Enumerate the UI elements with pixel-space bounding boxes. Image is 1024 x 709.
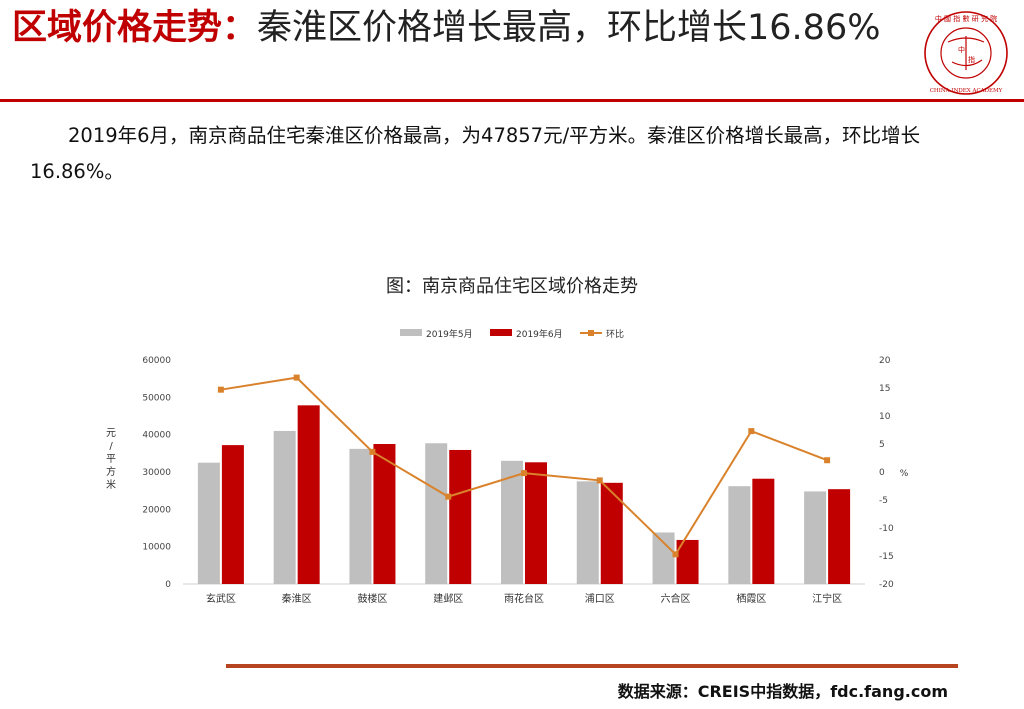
bar-may (425, 443, 448, 584)
chart-title: 图：南京商品住宅区域价格走势 (386, 276, 638, 297)
bar-june (373, 444, 396, 584)
y2-tick-label: 20 (879, 356, 891, 366)
bar-may (652, 532, 675, 584)
x-tick-label: 秦淮区 (282, 592, 312, 605)
y2-tick-label: -15 (879, 552, 894, 562)
mom-change-point (293, 374, 300, 381)
y2-tick-label: 5 (879, 440, 885, 450)
x-tick-label: 雨花台区 (504, 592, 544, 605)
y-axis-label-char: 方 (106, 465, 116, 478)
title-rest: 秦淮区价格增长最高，环比增长16.86% (257, 8, 881, 48)
price-trend-chart: 2019年5月 2019年6月 环比 01000020000300004000050… (106, 328, 909, 605)
x-tick-label: 浦口区 (585, 592, 615, 605)
y-tick-label: 50000 (142, 393, 171, 403)
svg-text:中 國 指 數 研 究 院: 中 國 指 數 研 究 院 (935, 14, 997, 23)
mom-change-point (596, 477, 603, 484)
y-tick-label: 20000 (142, 505, 171, 515)
y2-tick-label: -5 (879, 496, 888, 506)
legend-label: 环比 (606, 328, 624, 340)
svg-text:指: 指 (968, 55, 975, 64)
chart-axes: 0 10000 20000 30000 40000 50000 60000 20 15 10 5 0 -… (106, 356, 909, 605)
y-axis-label-char: 元 (106, 428, 116, 439)
mom-change-point (445, 493, 452, 500)
mom-change-point (521, 470, 527, 477)
y-tick-label: 30000 (142, 468, 171, 478)
chart-line (217, 374, 831, 558)
page-title: 区域价格走势：秦淮区价格增长最高，环比增长16.86% (12, 6, 902, 50)
y-tick-label: 40000 (142, 431, 171, 441)
y-tick-label: 10000 (142, 543, 171, 553)
institute-logo: 中 國 指 數 研 究 院 CHINA INDEX ACADEMY 中 指 (924, 11, 1008, 95)
chart-bars (197, 405, 851, 584)
chart-legend: 2019年5月 2019年6月 环比 (400, 328, 624, 340)
bar-june (600, 482, 623, 584)
bar-may (728, 486, 751, 584)
bar-june (449, 449, 472, 584)
y2-tick-label: -20 (879, 580, 894, 590)
y2-tick-label: 0 (879, 468, 885, 478)
bar-may (576, 481, 599, 584)
legend-label: 2019年6月 (516, 328, 563, 340)
y2-tick-label: 10 (879, 412, 891, 422)
svg-text:CHINA INDEX ACADEMY: CHINA INDEX ACADEMY (930, 88, 1003, 94)
mom-change-point (748, 428, 755, 435)
bar-may (273, 430, 296, 584)
x-tick-label: 栖霞区 (736, 592, 766, 605)
title-lead: 区域价格走势： (12, 8, 258, 48)
bar-june (525, 462, 547, 584)
x-tick-label: 六合区 (661, 592, 691, 605)
summary-text: 2019年6月，南京商品住宅秦淮区价格最高，为47857元/平方米。秦淮区价格增… (30, 124, 921, 183)
x-tick-label: 建邺区 (433, 592, 463, 605)
y-tick-label: 60000 (142, 356, 171, 366)
y2-tick-label: -10 (879, 524, 894, 534)
bar-june (221, 445, 244, 584)
x-tick-label: 玄武区 (206, 592, 236, 605)
title-divider (0, 99, 1024, 102)
y2-axis-label: % (900, 469, 909, 479)
bar-june (297, 405, 320, 584)
bar-may (349, 448, 372, 584)
bar-may (501, 460, 523, 584)
x-tick-label: 江宁区 (812, 592, 842, 605)
bar-june (752, 478, 775, 584)
mom-change-point (369, 448, 376, 455)
y-axis-label-char: 平 (106, 454, 116, 465)
legend-swatch-marker (588, 330, 594, 336)
legend-label: 2019年5月 (426, 328, 473, 340)
y-axis-label-char: / (109, 441, 113, 452)
y-axis-label-char: 米 (106, 478, 116, 491)
footer-divider (226, 664, 958, 668)
mom-change-point (217, 386, 224, 393)
y-tick-label: 0 (165, 580, 171, 590)
x-tick-label: 鼓楼区 (357, 592, 387, 605)
mom-change-point (824, 457, 831, 464)
bar-june (676, 539, 699, 584)
legend-swatch (400, 329, 422, 336)
svg-text:中: 中 (958, 45, 965, 54)
legend-swatch (490, 329, 512, 336)
bar-june (828, 489, 851, 584)
bar-may (197, 462, 220, 584)
y2-tick-label: 15 (879, 384, 890, 394)
bar-may (804, 491, 827, 584)
data-source: 数据来源：CREIS中指数据，fdc.fang.com (617, 682, 948, 701)
mom-change-point (672, 551, 679, 558)
